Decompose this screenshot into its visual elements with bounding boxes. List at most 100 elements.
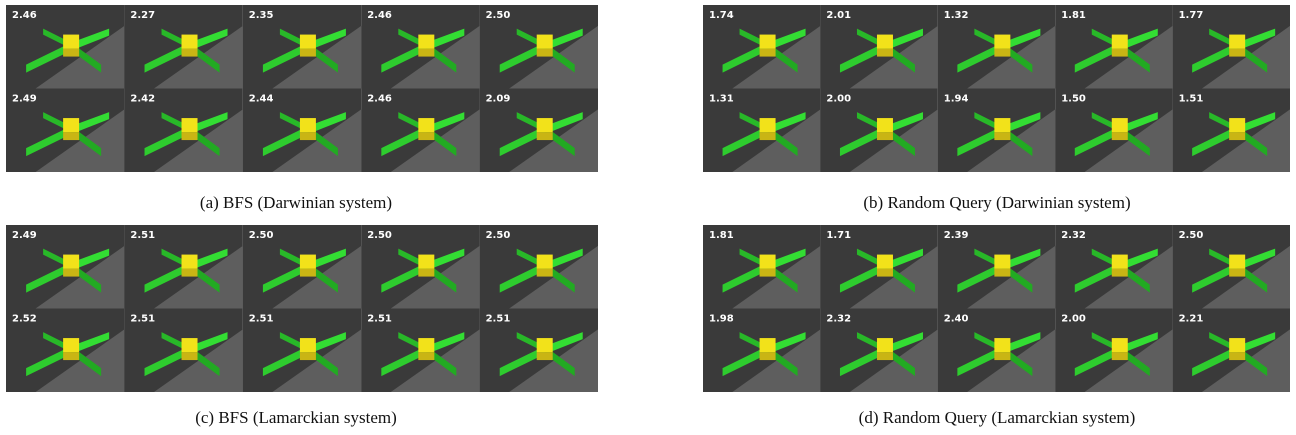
fitness-label: 2.51 [367,314,392,325]
fitness-label: 2.00 [1061,314,1086,325]
tile: 1.81 [703,225,821,309]
robot-arm [307,28,346,51]
fitness-label: 2.51 [130,314,155,325]
robot-arm [1237,28,1276,51]
robot-core [418,118,435,133]
robot-arm [544,248,583,271]
fitness-label: 2.40 [944,314,969,325]
caption: (d) Random Query (Lamarckian system) [858,408,1136,427]
floor-light [732,109,821,172]
robot-arm [722,262,768,293]
floor-light [849,25,938,89]
robot-arm [499,346,545,377]
fitness-label: 2.39 [944,230,969,241]
robot-arm [839,42,885,73]
tile: 1.77 [1172,5,1290,89]
fitness-label: 1.98 [709,314,734,325]
robot-arm [767,112,806,135]
robot-arm [1074,346,1120,377]
robot-arm [884,248,923,271]
fitness-label: 2.42 [130,94,155,105]
robot-core [418,338,435,353]
robot-core-shade [759,132,776,141]
robot-arm [262,262,308,293]
robot-core [1111,34,1128,49]
floor-light [35,25,125,89]
robot-arm [767,248,806,271]
robot-arm [189,332,228,355]
robot-core-shade [1111,352,1128,361]
robot-arm [722,42,768,73]
robot-core-shade [181,352,198,361]
robot-arm [381,262,427,293]
robot-arm [307,248,346,271]
robot-core-shade [299,268,316,277]
fitness-label: 1.81 [1061,10,1086,21]
robot-arm [262,346,308,377]
panel-image: 2.46 2.27 2.35 2.46 2.50 2.49 2.42 2.44 2.46 2.09 [6,5,598,172]
tile: 2.52 [6,308,125,392]
robot-core [876,34,893,49]
robot-arm [71,112,110,135]
tile: 2.51 [124,308,243,392]
fitness-label: 1.32 [944,10,969,21]
fitness-label: 1.51 [1179,94,1204,105]
robot-core-shade [63,132,80,141]
robot-arm [1237,332,1276,355]
robot-core [299,338,316,353]
robot-arm [1002,112,1041,135]
fitness-label: 2.21 [1179,314,1204,325]
robot-arm [544,28,583,51]
fitness-label: 2.50 [249,230,274,241]
robot-core-shade [759,268,776,277]
robot-arm [544,332,583,355]
robot-core-shade [994,132,1011,141]
robot-arm [767,332,806,355]
robot-core [876,254,893,269]
floor-light [1201,25,1290,89]
robot-core [994,338,1011,353]
floor-light [35,329,125,392]
robot-core-shade [876,132,893,141]
robot-core [1111,254,1128,269]
robot-core [181,34,198,49]
tile: 2.50 [479,5,598,89]
robot-arm [144,346,190,377]
robot-arm [189,28,228,51]
tile: 2.50 [479,225,598,309]
tile: 2.21 [1172,308,1290,392]
tile: 2.51 [124,225,243,309]
robot-core-shade [63,48,80,57]
fitness-label: 2.51 [249,314,274,325]
fitness-label: 2.51 [130,230,155,241]
robot-core [181,338,198,353]
tile: 2.35 [242,5,362,89]
robot-core [876,118,893,133]
robot-arm [957,262,1003,293]
robot-core-shade [299,352,316,361]
robot-arm [839,126,885,157]
robot-arm [767,28,806,51]
robot-arm [26,346,72,377]
fitness-label: 1.94 [944,94,969,105]
robot-arm [884,332,923,355]
robot-arm [26,42,72,73]
panel-image: 2.49 2.51 2.50 2.50 2.50 2.52 2.51 2.51 2.51 2.51 [6,225,598,392]
floor-light [35,109,125,172]
fitness-label: 2.49 [12,230,37,241]
fitness-label: 2.50 [1179,230,1204,241]
robot-arm [957,42,1003,73]
tile: 1.74 [703,5,821,89]
robot-core-shade [1111,132,1128,141]
robot-core [299,34,316,49]
robot-core [299,118,316,133]
fitness-label: 2.01 [826,10,851,21]
robot-arm [1119,332,1158,355]
robot-arm [71,332,110,355]
fitness-label: 2.46 [12,10,37,21]
robot-core [1229,338,1246,353]
robot-core [759,34,776,49]
robot-core-shade [418,48,435,57]
robot-core [994,254,1011,269]
robot-arm [1237,112,1276,135]
